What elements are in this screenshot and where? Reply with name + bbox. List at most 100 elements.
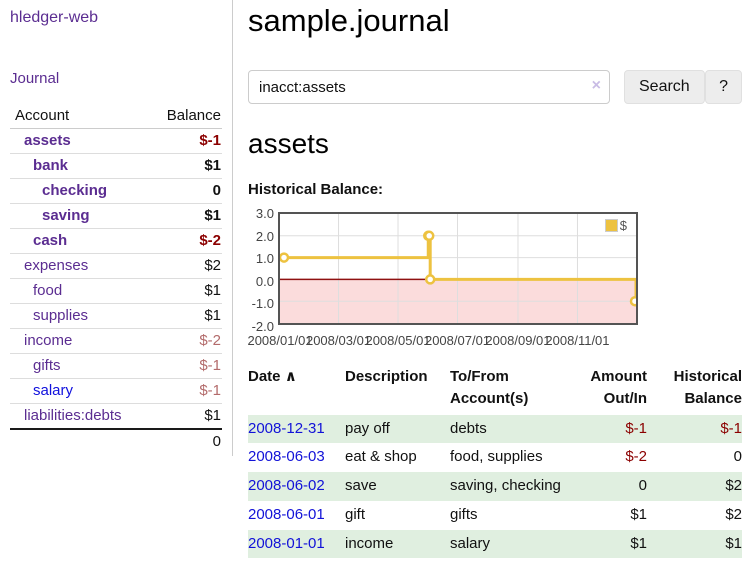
account-link[interactable]: income bbox=[24, 332, 73, 349]
y-axis-tick-label: 1.0 bbox=[255, 251, 274, 267]
total-spacer bbox=[10, 428, 148, 454]
account-balance: $1 bbox=[147, 403, 222, 430]
accounts-cell: debts bbox=[450, 414, 563, 444]
account-link[interactable]: supplies bbox=[33, 307, 89, 324]
x-axis-tick-label: 2008/07/01 bbox=[424, 333, 491, 348]
account-column-header: Account bbox=[10, 104, 148, 129]
chart-legend: $ bbox=[604, 218, 627, 233]
accounts-cell: salary bbox=[450, 529, 563, 559]
search-form: × Search ? bbox=[248, 70, 742, 104]
search-input-wrap: × bbox=[248, 70, 610, 104]
sort-ascending-icon: ∧ bbox=[284, 368, 297, 385]
account-link[interactable]: expenses bbox=[24, 257, 89, 274]
x-axis-tick-label: 2008/11/01 bbox=[545, 333, 610, 348]
header-date[interactable]: Date ∧ bbox=[248, 368, 297, 385]
amount-cell: $-2 bbox=[625, 448, 647, 466]
account-balance: $-2 bbox=[147, 328, 222, 354]
legend-swatch-icon bbox=[604, 219, 618, 232]
chart-canvas bbox=[280, 214, 636, 323]
date-link[interactable]: 2008-12-31 bbox=[248, 419, 325, 437]
date-cell: 2008-06-03 bbox=[248, 443, 345, 472]
account-link[interactable]: liabilities:debts bbox=[24, 407, 122, 424]
y-axis-tick-label: 3.0 bbox=[255, 206, 274, 221]
account-balance: $1 bbox=[147, 278, 222, 304]
register-row: 2008-06-01 gift gifts $1 $2 bbox=[248, 501, 742, 530]
y-axis-tick-label: 2.0 bbox=[255, 228, 274, 244]
account-balance: $-1 bbox=[147, 128, 222, 154]
date-cell: 2008-01-01 bbox=[248, 529, 345, 559]
account-heading: assets bbox=[248, 128, 329, 159]
date-link[interactable]: 2008-01-01 bbox=[248, 534, 325, 552]
account-row: liabilities:debts $1 bbox=[10, 403, 222, 430]
amount-cell: 0 bbox=[563, 472, 647, 501]
historical-balance-chart: $ 3.0 2.0 1.0 0.0 -1.0 -2.0 2008/01/01 2008/03/… bbox=[247, 205, 742, 348]
account-row: income $-2 bbox=[10, 328, 222, 354]
account-link[interactable]: checking bbox=[42, 182, 108, 199]
account-balance: $1 bbox=[147, 153, 222, 179]
amount-cell: $-1 bbox=[563, 414, 647, 444]
account-balance: $-1 bbox=[147, 378, 222, 404]
amount-cell: $1 bbox=[630, 505, 647, 523]
legend-label: $ bbox=[619, 218, 627, 233]
register-row: 2008-12-31 pay off debts $-1 $-1 bbox=[248, 414, 742, 444]
account-row: assets $-1 bbox=[10, 128, 222, 154]
date-link[interactable]: 2008-06-02 bbox=[248, 477, 325, 494]
register-row: 2008-06-02 save saving, checking 0 $2 bbox=[248, 472, 742, 501]
header-amount: Amount Out/In bbox=[590, 368, 647, 407]
description-cell: income bbox=[345, 529, 450, 559]
amount-cell: $1 bbox=[563, 529, 647, 559]
account-balance: $1 bbox=[147, 203, 222, 229]
header-description: Description bbox=[345, 368, 428, 385]
account-row: gifts $-1 bbox=[10, 353, 222, 379]
y-axis-tick-label: 0.0 bbox=[255, 273, 274, 289]
main-content: sample.journal × Search ? assets Histori… bbox=[247, 0, 742, 559]
sidebar-item-journal[interactable]: Journal bbox=[10, 70, 60, 87]
clear-search-icon[interactable]: × bbox=[591, 77, 601, 94]
account-row: saving $1 bbox=[10, 203, 222, 229]
date-cell: 2008-06-02 bbox=[248, 472, 345, 501]
date-cell: 2008-06-01 bbox=[248, 501, 345, 530]
x-axis-tick-label: 2008/01/01 bbox=[247, 333, 313, 348]
account-link[interactable]: saving bbox=[42, 207, 90, 224]
date-link[interactable]: 2008-06-01 bbox=[248, 505, 325, 523]
help-button[interactable]: ? bbox=[705, 70, 742, 104]
account-balance: $-2 bbox=[147, 228, 222, 254]
chart-title: Historical Balance: bbox=[248, 181, 384, 198]
account-balance-table: Account Balance assets $-1 bank $1 checking 0… bbox=[10, 104, 222, 454]
account-link[interactable]: salary bbox=[33, 382, 74, 399]
y-axis-tick-label: -2.0 bbox=[251, 319, 274, 334]
header-accounts: To/From Account(s) bbox=[450, 368, 529, 407]
account-row: food $1 bbox=[10, 278, 222, 304]
brand-link[interactable]: hledger-web bbox=[10, 9, 99, 26]
total-balance: 0 bbox=[147, 428, 222, 454]
account-row: cash $-2 bbox=[10, 228, 222, 254]
balance-cell: $-1 bbox=[647, 414, 742, 444]
date-link[interactable]: 2008-06-03 bbox=[248, 448, 325, 466]
account-balance: $2 bbox=[147, 253, 222, 279]
account-link[interactable]: food bbox=[33, 282, 63, 299]
account-link[interactable]: gifts bbox=[33, 357, 61, 374]
accounts-cell: saving, checking bbox=[450, 472, 563, 501]
register-row: 2008-06-03 eat & shop food, supplies $-2 0 bbox=[248, 443, 742, 472]
header-balance: Historical Balance bbox=[673, 368, 742, 407]
search-input[interactable] bbox=[248, 70, 610, 104]
accounts-cell: food, supplies bbox=[450, 448, 543, 466]
account-row: supplies $1 bbox=[10, 303, 222, 329]
account-link[interactable]: cash bbox=[33, 232, 68, 249]
account-link[interactable]: bank bbox=[33, 157, 69, 174]
search-button[interactable]: Search bbox=[624, 70, 705, 104]
account-row: salary $-1 bbox=[10, 378, 222, 404]
account-link[interactable]: assets bbox=[24, 132, 71, 149]
register-row: 2008-01-01 income salary $1 $1 bbox=[248, 529, 742, 559]
balance-column-header: Balance bbox=[147, 104, 222, 129]
description-cell: pay off bbox=[345, 414, 450, 444]
page-title: sample.journal bbox=[248, 3, 450, 38]
account-row: bank $1 bbox=[10, 153, 222, 179]
chart-plot-area: $ bbox=[278, 212, 638, 325]
x-axis-tick-label: 2008/09/01 bbox=[485, 333, 551, 348]
account-row: expenses $2 bbox=[10, 253, 222, 279]
balance-cell: 0 bbox=[733, 448, 742, 466]
description-cell: gift bbox=[345, 505, 366, 523]
y-axis-tick-label: -1.0 bbox=[251, 296, 274, 312]
register-table: Date ∧ Description To/From Account(s) Am… bbox=[248, 366, 742, 559]
